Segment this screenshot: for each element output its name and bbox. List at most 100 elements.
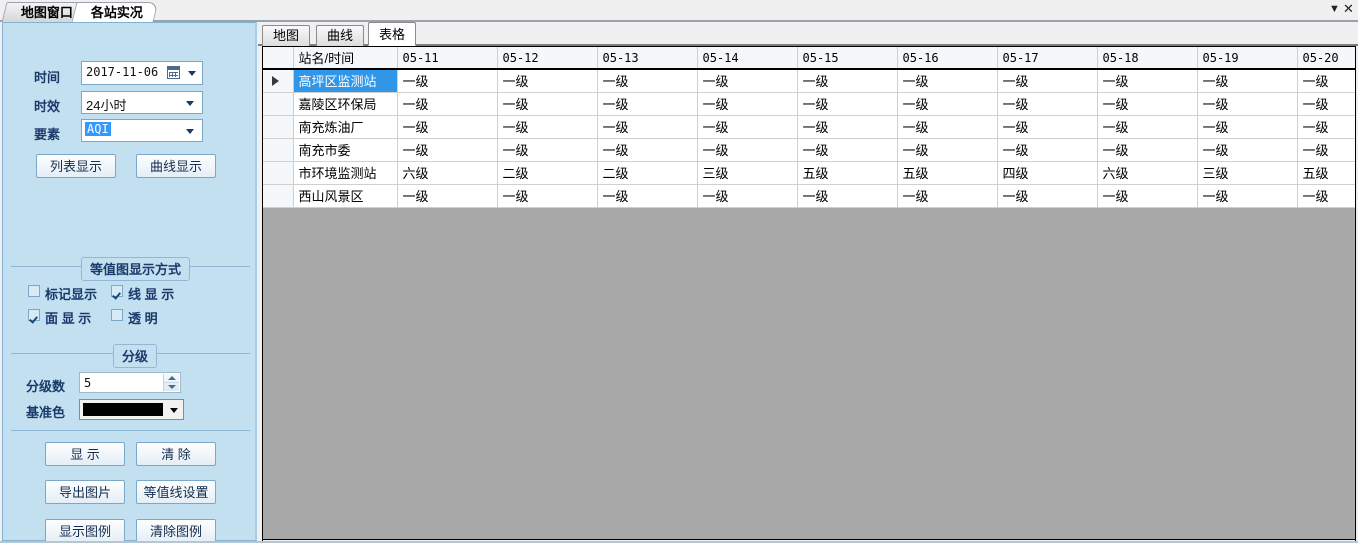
column-header-date[interactable]: 05-15 [797,47,898,70]
cell-station-name[interactable]: 南充市委 [293,138,398,162]
station-data-grid[interactable]: 站名/时间 05-11 05-12 05-13 05-14 05-15 05-16 05-17… [262,46,1356,540]
cell-aqi-level[interactable]: 一级 [1097,184,1198,208]
cell-aqi-level[interactable]: 一级 [1197,184,1298,208]
table-row[interactable]: 嘉陵区环保局 一级 一级 一级 一级 一级 一级 一级 一级 一级 一级 [263,92,1355,116]
checkbox-line-display-box[interactable] [111,285,123,297]
tab-station-live[interactable]: 各站实况 [71,2,159,22]
column-header-date[interactable]: 05-20 [1297,47,1355,70]
clear-button[interactable]: 清 除 [136,442,216,466]
row-selector[interactable] [263,138,294,162]
cell-aqi-level[interactable]: 一级 [697,184,798,208]
element-dropdown-caret-icon[interactable] [186,129,194,134]
export-image-button[interactable]: 导出图片 [45,480,125,504]
contour-settings-button[interactable]: 等值线设置 [136,480,216,504]
table-row[interactable]: 高坪区监测站 一级 一级 一级 一级 一级 一级 一级 一级 一级 一级 [263,69,1355,93]
row-selector[interactable] [263,115,294,139]
cell-aqi-level[interactable]: 一级 [697,69,798,93]
cell-aqi-level[interactable]: 一级 [397,184,498,208]
cell-aqi-level[interactable]: 一级 [497,115,598,139]
cell-aqi-level[interactable]: 一级 [497,92,598,116]
checkbox-area-display-box[interactable] [28,309,40,321]
cell-aqi-level[interactable]: 一级 [997,69,1098,93]
column-header-date[interactable]: 05-12 [497,47,598,70]
cell-aqi-level[interactable]: 一级 [597,184,698,208]
column-header-date[interactable]: 05-17 [997,47,1098,70]
cell-aqi-level[interactable]: 一级 [597,115,698,139]
cell-aqi-level[interactable]: 一级 [897,115,998,139]
cell-aqi-level[interactable]: 一级 [697,138,798,162]
cell-aqi-level[interactable]: 一级 [997,138,1098,162]
row-selector[interactable] [263,92,294,116]
close-icon[interactable]: ✕ [1343,1,1354,16]
table-row[interactable]: 市环境监测站 六级 二级 二级 三级 五级 五级 四级 六级 三级 五级 [263,161,1355,185]
table-row[interactable]: 南充炼油厂 一级 一级 一级 一级 一级 一级 一级 一级 一级 一级 [263,115,1355,139]
cell-aqi-level[interactable]: 三级 [1197,161,1298,185]
cell-aqi-level[interactable]: 一级 [1097,138,1198,162]
table-row[interactable]: 西山风景区 一级 一级 一级 一级 一级 一级 一级 一级 一级 一级 [263,184,1355,208]
cell-aqi-level[interactable]: 一级 [1097,92,1198,116]
base-color-dropdown-caret-icon[interactable] [170,408,178,413]
clear-legend-button[interactable]: 清除图例 [136,519,216,543]
validity-select[interactable]: 24小时 [81,91,203,114]
cell-aqi-level[interactable]: 一级 [797,138,898,162]
cell-aqi-level[interactable]: 一级 [397,69,498,93]
grading-count-spin-buttons[interactable] [163,374,179,391]
cell-aqi-level[interactable]: 一级 [897,184,998,208]
cell-aqi-level[interactable]: 一级 [797,115,898,139]
cell-station-name[interactable]: 高坪区监测站 [293,69,398,93]
cell-aqi-level[interactable]: 一级 [1297,69,1355,93]
show-button[interactable]: 显 示 [45,442,125,466]
column-header-date[interactable]: 05-13 [597,47,698,70]
cell-aqi-level[interactable]: 一级 [1097,115,1198,139]
cell-aqi-level[interactable]: 一级 [797,69,898,93]
tab-curve[interactable]: 曲线 [316,25,365,46]
cell-aqi-level[interactable]: 一级 [997,92,1098,116]
cell-station-name[interactable]: 南充炼油厂 [293,115,398,139]
cell-station-name[interactable]: 市环境监测站 [293,161,398,185]
cell-aqi-level[interactable]: 一级 [397,138,498,162]
cell-aqi-level[interactable]: 二级 [497,161,598,185]
cell-aqi-level[interactable]: 五级 [1297,161,1355,185]
cell-aqi-level[interactable]: 三级 [697,161,798,185]
cell-aqi-level[interactable]: 五级 [797,161,898,185]
cell-aqi-level[interactable]: 一级 [597,92,698,116]
row-selector[interactable] [263,69,294,93]
checkbox-transparent-box[interactable] [111,309,123,321]
column-header-date[interactable]: 05-11 [397,47,498,70]
cell-aqi-level[interactable]: 一级 [497,138,598,162]
validity-dropdown-caret-icon[interactable] [186,101,194,106]
cell-aqi-level[interactable]: 一级 [1297,115,1355,139]
tab-table[interactable]: 表格 [368,22,417,46]
time-dropdown-caret-icon[interactable] [188,71,196,76]
checkbox-marker-display-box[interactable] [28,285,40,297]
cell-aqi-level[interactable]: 一级 [1197,138,1298,162]
cell-aqi-level[interactable]: 一级 [597,138,698,162]
cell-aqi-level[interactable]: 一级 [397,115,498,139]
calendar-icon[interactable] [167,66,180,79]
base-color-select[interactable] [79,399,184,420]
curve-display-button[interactable]: 曲线显示 [136,154,216,178]
column-header-station-name[interactable]: 站名/时间 [293,47,398,70]
cell-aqi-level[interactable]: 一级 [697,92,798,116]
column-header-date[interactable]: 05-19 [1197,47,1298,70]
show-legend-button[interactable]: 显示图例 [45,519,125,543]
cell-aqi-level[interactable]: 二级 [597,161,698,185]
grading-count-stepper[interactable]: 5 [79,372,181,393]
cell-aqi-level[interactable]: 一级 [897,69,998,93]
cell-station-name[interactable]: 西山风景区 [293,184,398,208]
grading-count-increment[interactable] [164,374,179,383]
cell-aqi-level[interactable]: 六级 [1097,161,1198,185]
row-selector[interactable] [263,184,294,208]
cell-aqi-level[interactable]: 一级 [1197,92,1298,116]
list-display-button[interactable]: 列表显示 [36,154,116,178]
tab-map[interactable]: 地图 [262,25,311,46]
cell-aqi-level[interactable]: 一级 [997,115,1098,139]
grading-count-decrement[interactable] [164,383,179,392]
cell-aqi-level[interactable]: 一级 [997,184,1098,208]
cell-aqi-level[interactable]: 一级 [797,92,898,116]
element-select[interactable]: AQI [81,119,203,142]
cell-aqi-level[interactable]: 一级 [797,184,898,208]
cell-aqi-level[interactable]: 一级 [697,115,798,139]
chevron-down-icon[interactable]: ▼ [1329,3,1340,15]
cell-aqi-level[interactable]: 一级 [1297,92,1355,116]
